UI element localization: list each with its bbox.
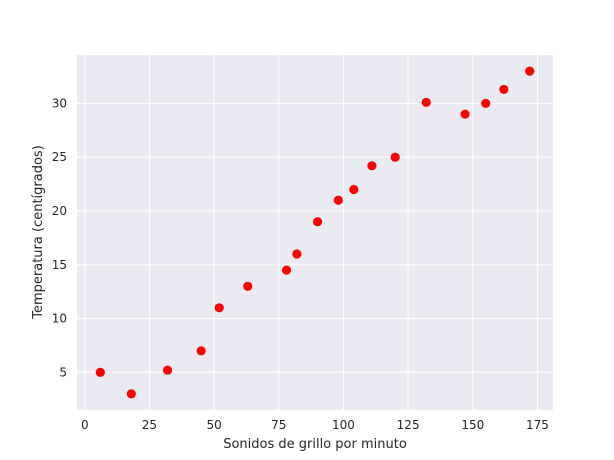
x-tick-label: 125	[397, 418, 420, 432]
data-point	[196, 346, 206, 356]
data-point	[333, 195, 343, 205]
x-tick-label: 0	[81, 418, 89, 432]
x-tick-label: 150	[461, 418, 484, 432]
y-tick-label: 10	[52, 312, 67, 326]
x-axis-label: Sonidos de grillo por minuto	[223, 437, 407, 452]
data-point	[162, 365, 173, 375]
x-tick-label: 75	[271, 418, 286, 432]
y-tick-label: 30	[52, 96, 67, 110]
y-gridlines	[77, 102, 553, 373]
data-point	[499, 84, 509, 95]
data-point	[243, 281, 253, 291]
x-tick-label: 175	[526, 418, 549, 432]
y-tick-label: 5	[59, 365, 67, 379]
data-point	[126, 389, 136, 399]
x-gridlines	[84, 55, 539, 410]
data-point	[312, 217, 323, 227]
data-point	[214, 303, 224, 313]
data-point	[349, 184, 359, 195]
data-point	[292, 249, 302, 259]
data-point	[460, 109, 470, 119]
y-tick-label: 25	[52, 150, 67, 164]
y-tick-label: 20	[52, 204, 67, 218]
y-tick-label: 15	[52, 258, 67, 272]
data-point	[390, 152, 400, 162]
data-point	[525, 66, 535, 76]
x-tick-label: 25	[142, 418, 157, 432]
y-axis-label: Temperatura (centígrados)	[31, 145, 46, 320]
data-point	[95, 367, 105, 377]
plot-background	[77, 55, 553, 410]
data-point	[481, 98, 491, 109]
data-point	[281, 265, 292, 275]
x-tick-label: 50	[206, 418, 221, 432]
data-points	[95, 66, 535, 399]
x-tick-labels: 0 25 50 75 100 125 150 175	[81, 418, 549, 432]
data-point	[421, 97, 431, 107]
y-tick-labels: 5 10 15 20 25 30	[52, 96, 67, 379]
x-tick-label: 100	[332, 418, 355, 432]
data-point	[367, 161, 377, 171]
